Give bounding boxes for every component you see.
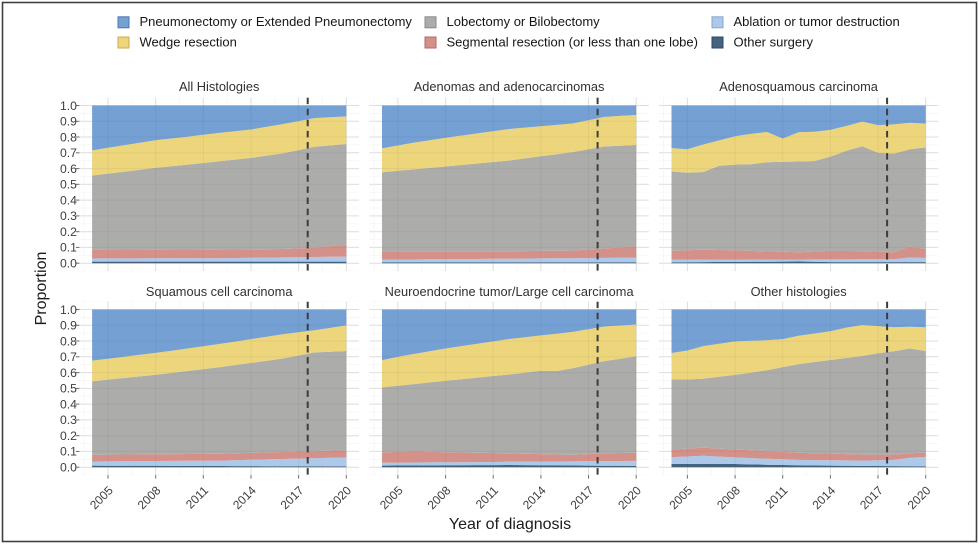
svg-text:Pneumonectomy or Extended Pneu: Pneumonectomy or Extended Pneumonectomy: [140, 14, 413, 29]
svg-text:0.6: 0.6: [60, 366, 77, 380]
svg-text:Lobectomy or Bilobectomy: Lobectomy or Bilobectomy: [447, 14, 601, 29]
svg-text:Proportion: Proportion: [33, 252, 50, 326]
svg-text:0.7: 0.7: [60, 146, 77, 160]
svg-text:Other surgery: Other surgery: [734, 34, 814, 49]
svg-text:0.1: 0.1: [60, 445, 77, 459]
svg-text:0.3: 0.3: [60, 413, 77, 427]
svg-text:Ablation or tumor destruction: Ablation or tumor destruction: [734, 14, 900, 29]
svg-text:0.9: 0.9: [60, 319, 77, 333]
svg-text:0.5: 0.5: [60, 382, 77, 396]
svg-text:0.2: 0.2: [60, 429, 77, 443]
svg-text:Segmental resection (or less t: Segmental resection (or less than one lo…: [447, 34, 698, 49]
svg-text:0.6: 0.6: [60, 162, 77, 176]
svg-text:Squamous cell carcinoma: Squamous cell carcinoma: [146, 284, 293, 299]
svg-text:1.0: 1.0: [60, 303, 77, 317]
svg-text:0.3: 0.3: [60, 209, 77, 223]
svg-text:0.4: 0.4: [60, 193, 77, 207]
svg-text:Other histologies: Other histologies: [751, 284, 847, 299]
svg-text:0.8: 0.8: [60, 334, 77, 348]
svg-text:0.0: 0.0: [60, 461, 77, 475]
svg-text:Adenomas and adenocarcinomas: Adenomas and adenocarcinomas: [414, 79, 605, 94]
svg-text:Neuroendocrine tumor/Large cel: Neuroendocrine tumor/Large cell carcinom…: [385, 284, 635, 299]
svg-text:0.5: 0.5: [60, 178, 77, 192]
svg-text:0.9: 0.9: [60, 115, 77, 129]
svg-text:0.7: 0.7: [60, 350, 77, 364]
svg-text:Adenosquamous carcinoma: Adenosquamous carcinoma: [719, 79, 879, 94]
svg-text:0.4: 0.4: [60, 397, 77, 411]
svg-text:Year of diagnosis: Year of diagnosis: [449, 516, 571, 533]
svg-text:0.0: 0.0: [60, 257, 77, 271]
svg-text:All Histologies: All Histologies: [179, 79, 259, 94]
svg-text:0.8: 0.8: [60, 130, 77, 144]
svg-text:0.1: 0.1: [60, 241, 77, 255]
svg-text:0.2: 0.2: [60, 225, 77, 239]
svg-text:1.0: 1.0: [60, 99, 77, 113]
svg-text:Wedge resection: Wedge resection: [140, 34, 237, 49]
